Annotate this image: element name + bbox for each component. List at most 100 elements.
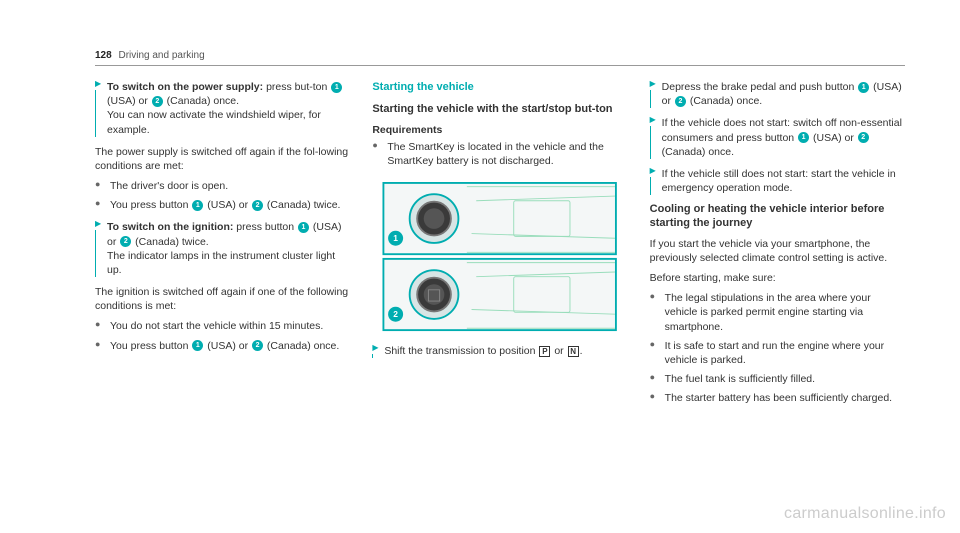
text: (USA) or — [107, 95, 151, 107]
list-text: The starter battery has been sufficientl… — [665, 391, 905, 405]
list-item: ● The legal stipulations in the area wher… — [650, 291, 905, 334]
text: (Canada) once. — [264, 340, 339, 352]
text: You can now activate the windshield wipe… — [107, 108, 350, 136]
list-item: ● You press button 1 (USA) or 2 (Canada) … — [95, 339, 350, 353]
bullet-icon: ● — [95, 319, 105, 331]
page-number: 128 — [95, 50, 112, 61]
list-item: ● You do not start the vehicle within 15 … — [95, 319, 350, 333]
step-body: Shift the transmission to position P or … — [384, 344, 627, 358]
list-item: ● The SmartKey is located in the vehicle … — [372, 140, 627, 168]
column-3: Depress the brake pedal and push button … — [650, 80, 905, 413]
sub-title-cooling: Cooling or heating the vehicle interior … — [650, 203, 905, 231]
svg-text:1: 1 — [394, 233, 399, 243]
paragraph: The power supply is switched off again i… — [95, 145, 350, 173]
column-1: To switch on the power supply: press but… — [95, 80, 350, 413]
paragraph: If you start the vehicle via your smartp… — [650, 237, 905, 265]
requirements-title: Requirements — [372, 123, 627, 137]
list-text: The fuel tank is sufficiently filled. — [665, 372, 905, 386]
step-marker-icon — [95, 80, 99, 137]
list: ● The driver's door is open. ● You press b… — [95, 179, 350, 212]
bullet-icon: ● — [650, 391, 660, 403]
gear-p-icon: P — [539, 346, 550, 357]
list-item: ●It is safe to start and run the engine … — [650, 339, 905, 367]
list: ● The legal stipulations in the area wher… — [650, 291, 905, 405]
ref-2-icon: 2 — [675, 96, 686, 107]
column-2: Starting the vehicle Starting the vehicl… — [372, 80, 627, 413]
step-bold: To switch on the power supply: — [107, 81, 263, 93]
ref-2-icon: 2 — [858, 132, 869, 143]
list-text: You press button 1 (USA) or 2 (Canada) o… — [110, 339, 350, 353]
ref-1-icon: 1 — [298, 222, 309, 233]
ref-1-icon: 1 — [858, 82, 869, 93]
bullet-icon: ● — [95, 198, 105, 210]
text: (Canada) once. — [164, 95, 239, 107]
step-body: To switch on the ignition: press button … — [107, 220, 350, 277]
step-body: If the vehicle still does not start: sta… — [662, 167, 905, 195]
content-columns: To switch on the power supply: press but… — [95, 80, 905, 413]
sub-title: Starting the vehicle with the start/stop… — [372, 103, 627, 117]
ref-2-icon: 2 — [152, 96, 163, 107]
bullet-icon: ● — [650, 372, 660, 384]
step-shift: Shift the transmission to position P or … — [372, 344, 627, 358]
list-text: The SmartKey is located in the vehicle a… — [387, 140, 627, 168]
ref-2-icon: 2 — [252, 340, 263, 351]
bullet-icon: ● — [372, 140, 382, 152]
text: . — [580, 345, 583, 357]
step-still-nostart: If the vehicle still does not start: sta… — [650, 167, 905, 195]
text: Shift the transmission to position — [384, 345, 538, 357]
list-text: The driver's door is open. — [110, 179, 350, 193]
step-body: To switch on the power supply: press but… — [107, 80, 350, 137]
ref-2-icon: 2 — [252, 200, 263, 211]
section-title: Starting the vehicle — [372, 80, 627, 95]
step-ignition: To switch on the ignition: press button … — [95, 220, 350, 277]
bullet-icon: ● — [95, 179, 105, 191]
breadcrumb: Driving and parking — [118, 50, 204, 61]
list-text: The legal stipulations in the area where… — [665, 291, 905, 334]
text: (Canada) twice. — [264, 199, 340, 211]
ref-1-icon: 1 — [192, 200, 203, 211]
svg-text:2: 2 — [394, 309, 399, 319]
page: 128 Driving and parking To switch on the… — [0, 0, 960, 433]
gear-n-icon: N — [568, 346, 579, 357]
list-text: You press button 1 (USA) or 2 (Canada) t… — [110, 198, 350, 212]
step-power-supply: To switch on the power supply: press but… — [95, 80, 350, 137]
step-marker-icon — [372, 344, 376, 358]
text: or — [551, 345, 566, 357]
ref-2-icon: 2 — [120, 236, 131, 247]
step-marker-icon — [650, 167, 654, 195]
text: You press button — [110, 199, 191, 211]
paragraph: Before starting, make sure: — [650, 271, 905, 285]
list: ● The SmartKey is located in the vehicle … — [372, 140, 627, 168]
step-body: If the vehicle does not start: switch of… — [662, 116, 905, 159]
list-item: ● You press button 1 (USA) or 2 (Canada) … — [95, 198, 350, 212]
list-item: ● The starter battery has been sufficient… — [650, 391, 905, 405]
text: (Canada) once. — [662, 146, 734, 158]
step-depress: Depress the brake pedal and push button … — [650, 80, 905, 108]
text: (USA) or — [204, 340, 251, 352]
watermark: carmanualsonline.info — [784, 505, 946, 523]
start-button-figure: 1 2 — [372, 182, 627, 332]
step-marker-icon — [95, 220, 99, 277]
text: (USA) or — [204, 199, 251, 211]
step-bold: To switch on the ignition: — [107, 221, 233, 233]
list-text: It is safe to start and run the engine w… — [665, 339, 905, 367]
text: The indicator lamps in the instrument cl… — [107, 249, 350, 277]
text: (Canada) twice. — [132, 236, 208, 248]
text: (USA) or — [810, 132, 857, 144]
ref-1-icon: 1 — [331, 82, 342, 93]
ref-1-icon: 1 — [192, 340, 203, 351]
step-body: Depress the brake pedal and push button … — [662, 80, 905, 108]
list: ● You do not start the vehicle within 15 … — [95, 319, 350, 352]
text: (Canada) once. — [687, 95, 762, 107]
step-marker-icon — [650, 116, 654, 159]
bullet-icon: ● — [650, 291, 660, 303]
step-marker-icon — [650, 80, 654, 108]
text: press but-ton — [263, 81, 330, 93]
text: You press button — [110, 340, 191, 352]
list-item: ● The driver's door is open. — [95, 179, 350, 193]
ref-1-icon: 1 — [798, 132, 809, 143]
list-text: You do not start the vehicle within 15 m… — [110, 319, 350, 333]
bullet-icon: ● — [95, 339, 105, 351]
paragraph: The ignition is switched off again if on… — [95, 285, 350, 313]
text: press button — [233, 221, 297, 233]
